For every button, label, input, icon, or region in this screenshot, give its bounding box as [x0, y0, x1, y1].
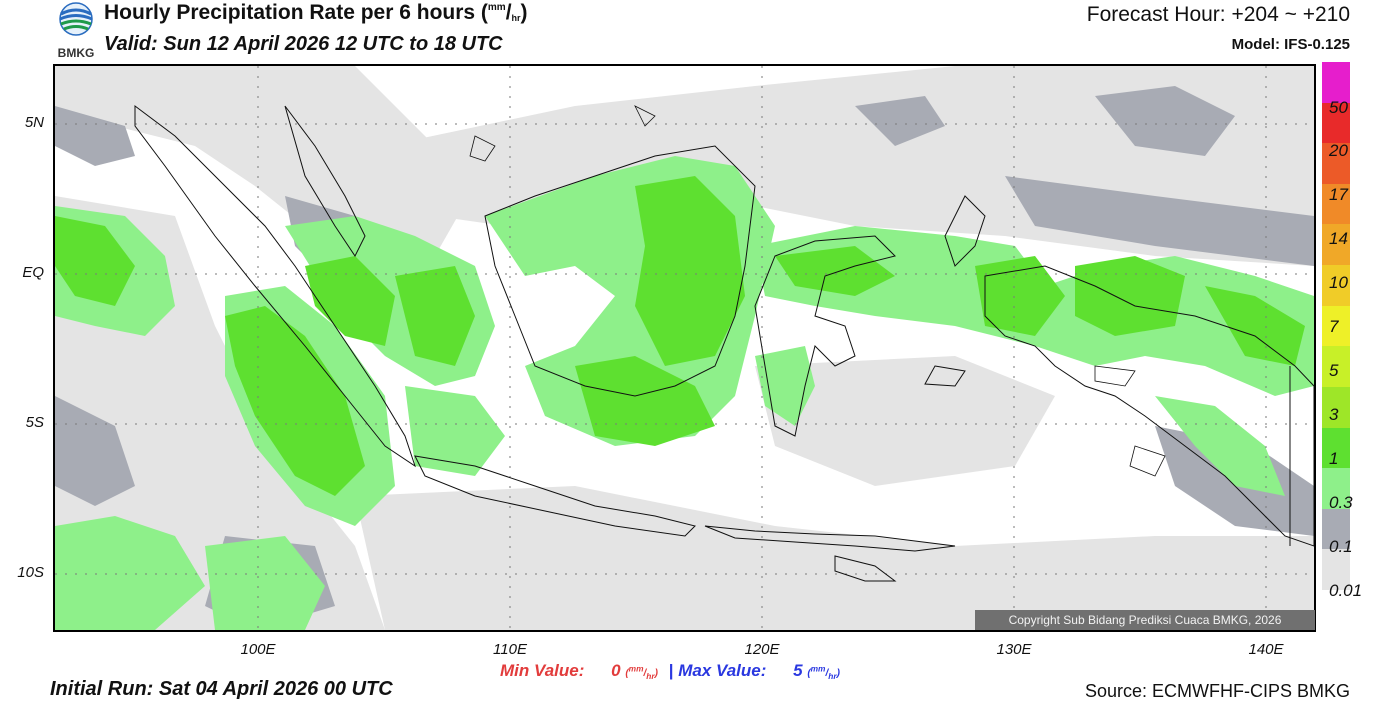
legend-label: 7 [1329, 317, 1339, 336]
legend-swatch [1322, 508, 1350, 550]
legend-swatch [1322, 183, 1350, 225]
page-title: Hourly Precipitation Rate per 6 hours (m… [104, 1, 528, 25]
title-unit-num: mm [487, 2, 506, 13]
forecast-hour: Forecast Hour: +204 ~ +210 [1086, 3, 1350, 26]
lat-label: EQ [22, 264, 44, 281]
legend-swatch [1322, 468, 1350, 510]
legend-swatch [1322, 102, 1350, 144]
min-label: Min Value: [500, 661, 585, 680]
legend-swatch [1322, 427, 1350, 469]
title-unit-slash: / [505, 1, 512, 24]
lon-label: 120E [744, 641, 780, 658]
data-source: Source: ECMWFHF-CIPS BMKG [1084, 681, 1350, 701]
separator: | [668, 661, 674, 680]
max-unit-num: mm [810, 663, 826, 674]
min-unit-close: ) [654, 668, 658, 679]
legend-swatch [1322, 549, 1350, 591]
legend-label: 5 [1329, 361, 1339, 380]
legend-label: 20 [1329, 141, 1348, 160]
legend-swatch [1322, 346, 1350, 388]
max-unit-slash: / [825, 668, 829, 679]
rain-layer-1 [55, 176, 1305, 496]
max-value: 5 [793, 661, 803, 680]
model-label: Model: IFS-0.125 [1231, 36, 1350, 53]
graticule [55, 66, 1314, 630]
lon-label: 100E [240, 641, 276, 658]
legend-label: 50 [1329, 98, 1348, 117]
min-unit-open: ( [625, 668, 629, 679]
legend-swatch [1322, 386, 1350, 428]
lon-label: 110E [493, 641, 527, 658]
lat-label: 10S [17, 564, 44, 581]
islands [469, 105, 1166, 477]
legend-label: 0.1 [1329, 537, 1353, 556]
min-max-values: Min Value: 0 (mm/hr) | Max Value: 5 (mm/… [500, 661, 840, 681]
map-canvas [55, 66, 1314, 630]
lon-label: 130E [996, 641, 1032, 658]
valid-time: Valid: Sun 12 April 2026 12 UTC to 18 UT… [104, 33, 503, 55]
coastlines [134, 105, 1314, 582]
bmkg-logo-text: BMKG [58, 46, 95, 60]
bmkg-logo: BMKG [52, 2, 100, 60]
min-unit-slash: / [643, 668, 647, 679]
min-unit-num: mm [628, 663, 644, 674]
legend-label: 17 [1329, 185, 1348, 204]
legend-swatch [1322, 62, 1350, 103]
legend-label: 3 [1329, 405, 1339, 424]
legend-label: 0.01 [1329, 581, 1363, 600]
title-text: Hourly Precipitation Rate per 6 hours ( [104, 1, 488, 24]
legend-swatch [1322, 224, 1350, 266]
legend-swatch [1322, 305, 1350, 347]
legend-label: 14 [1329, 229, 1348, 248]
max-unit-close: ) [836, 668, 840, 679]
max-label: Max Value: [678, 661, 767, 680]
min-unit-den: hr [646, 671, 655, 681]
lon-label: 140E [1248, 641, 1284, 658]
copyright-notice: Copyright Sub Bidang Prediksi Cuaca BMKG… [975, 610, 1315, 630]
initial-run: Initial Run: Sat 04 April 2026 00 UTC [50, 678, 393, 700]
lat-label: 5N [24, 114, 44, 131]
legend-label: 1 [1329, 449, 1339, 468]
legend-swatch [1322, 143, 1350, 185]
lat-label: 5S [25, 414, 44, 431]
title-unit-den: hr [511, 13, 521, 23]
max-unit-den: hr [828, 671, 837, 681]
precipitation-map [53, 64, 1316, 632]
legend-label: 0.3 [1329, 493, 1353, 512]
legend-label: 10 [1329, 273, 1348, 292]
legend-swatch [1322, 265, 1350, 307]
color-legend [1322, 62, 1350, 591]
title-close: ) [520, 1, 528, 24]
max-unit-open: ( [807, 668, 811, 679]
min-value: 0 [611, 661, 621, 680]
